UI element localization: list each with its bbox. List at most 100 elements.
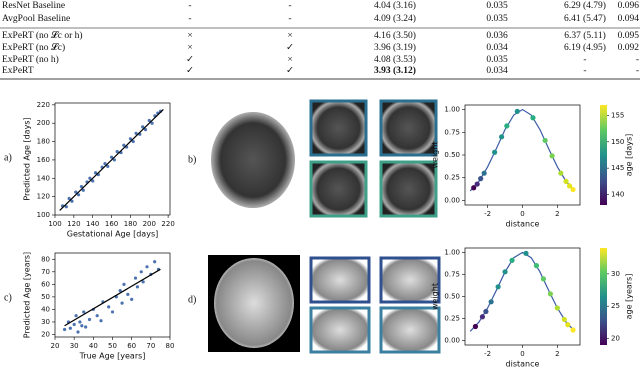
x-tick-label: 140 [86,220,99,228]
point [566,183,573,189]
y-tick-label: 60 [41,280,50,288]
y-tick-label: 20 [41,330,50,338]
y-tick-label: 220 [37,101,50,109]
point [492,149,498,155]
cell: 6.37 (5.11) [564,30,606,41]
cell: 6.29 (4.79) [564,0,606,11]
point [498,134,505,140]
x-tick-label: 50 [108,342,117,350]
x-tick-label: -2 [484,350,491,358]
y-tick-label: 80 [41,255,50,263]
point [509,257,515,263]
results-table: ResNet Baseline - -4.04 (3.16) 0.035 6.29 (4… [0,0,640,80]
y-tick-label: 50 [41,293,50,301]
point [554,305,560,311]
point [495,284,501,290]
point [91,179,95,183]
point [115,150,119,154]
x-tick-label: 180 [124,220,137,228]
plot-frame [54,102,171,216]
x-tick-label: 100 [48,220,61,228]
mr-proto [379,256,441,304]
point [103,161,107,166]
y-tick-label: 70 [41,268,50,276]
point [481,170,487,176]
point [112,158,116,162]
y-tick-label: 0.25 [444,174,460,182]
mr-proto [309,306,371,354]
cell: 4.09 (3.24) [374,13,416,24]
colorbar-tick-label: 145 [611,164,624,172]
point [62,327,67,332]
point [84,325,88,329]
cell: × [187,43,192,53]
point [479,314,486,320]
point [570,186,576,193]
point [147,118,151,123]
cell: - [188,14,191,24]
x-axis-label: distance [506,220,540,229]
plot-frame [54,252,171,338]
y-tick-label: 200 [37,119,50,127]
point [128,137,133,141]
y-axis-label: weight [431,142,440,169]
us-proto [379,99,438,157]
point [131,139,135,144]
x-tick-label: 2 [555,350,559,358]
y-tick-label: 30 [41,318,50,326]
colorbar-label: age [days] [625,134,634,177]
point [514,108,520,114]
colorbar [600,248,607,345]
point [70,199,74,203]
y-tick-label: 160 [37,156,50,164]
point [118,289,122,293]
curve [469,251,576,332]
y-tick-label: 120 [37,193,50,201]
point [78,320,82,324]
chart: 100 120 140 160 180 200 220 100 120 140 160 180 200 2… [23,101,175,239]
cell: - [188,1,191,11]
colorbar-tick-label: 25 [611,302,620,310]
point [87,317,92,322]
colorbar-tick-label: 140 [611,190,624,198]
point [570,327,576,333]
fit-line [59,108,164,211]
plot-frame [464,104,581,206]
point [74,190,78,194]
cell: - [583,66,586,76]
point [145,265,149,269]
cell: 4.04 (3.16) [374,0,416,11]
point [74,314,78,318]
point [79,184,83,189]
y-axis-label: weight [431,283,440,310]
mr-proto [379,306,441,354]
colorbar-tick-label: 20 [611,335,620,343]
point [88,176,92,180]
y-tick-label: 1.00 [444,248,460,256]
chart: -2 0 2 0.00 0.25 0.50 0.75 1.00 distance weight 20… [431,247,634,369]
cell: 6.19 (4.95) [564,42,606,53]
y-tick-label: 0.00 [444,196,460,204]
x-tick-label: 0 [520,350,524,358]
y-tick-label: 0.75 [444,270,460,278]
colorbar-tick-label: 30 [611,270,620,278]
point [106,164,110,168]
point [561,316,567,323]
cell: - [583,55,586,65]
point [64,205,68,209]
mr-proto [309,256,371,304]
point [533,263,540,269]
chart: -2 0 2 0.00 0.25 0.50 0.75 1.00 distance weight 14… [431,104,634,229]
x-tick-label: 20 [51,342,60,350]
cell: - [636,55,639,65]
cell: ✓ [286,43,294,53]
point [530,115,536,121]
x-tick-label: -2 [484,210,491,218]
cell: 4.16 (3.50) [374,30,416,41]
x-tick-label: 80 [166,342,175,350]
point [81,188,85,192]
y-tick-label: 40 [41,305,50,313]
point [126,292,130,296]
point [549,153,555,159]
images [208,99,441,354]
